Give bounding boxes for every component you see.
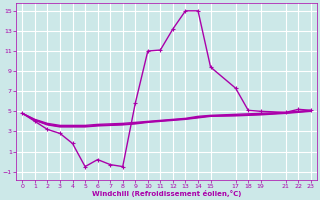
X-axis label: Windchill (Refroidissement éolien,°C): Windchill (Refroidissement éolien,°C) — [92, 190, 241, 197]
